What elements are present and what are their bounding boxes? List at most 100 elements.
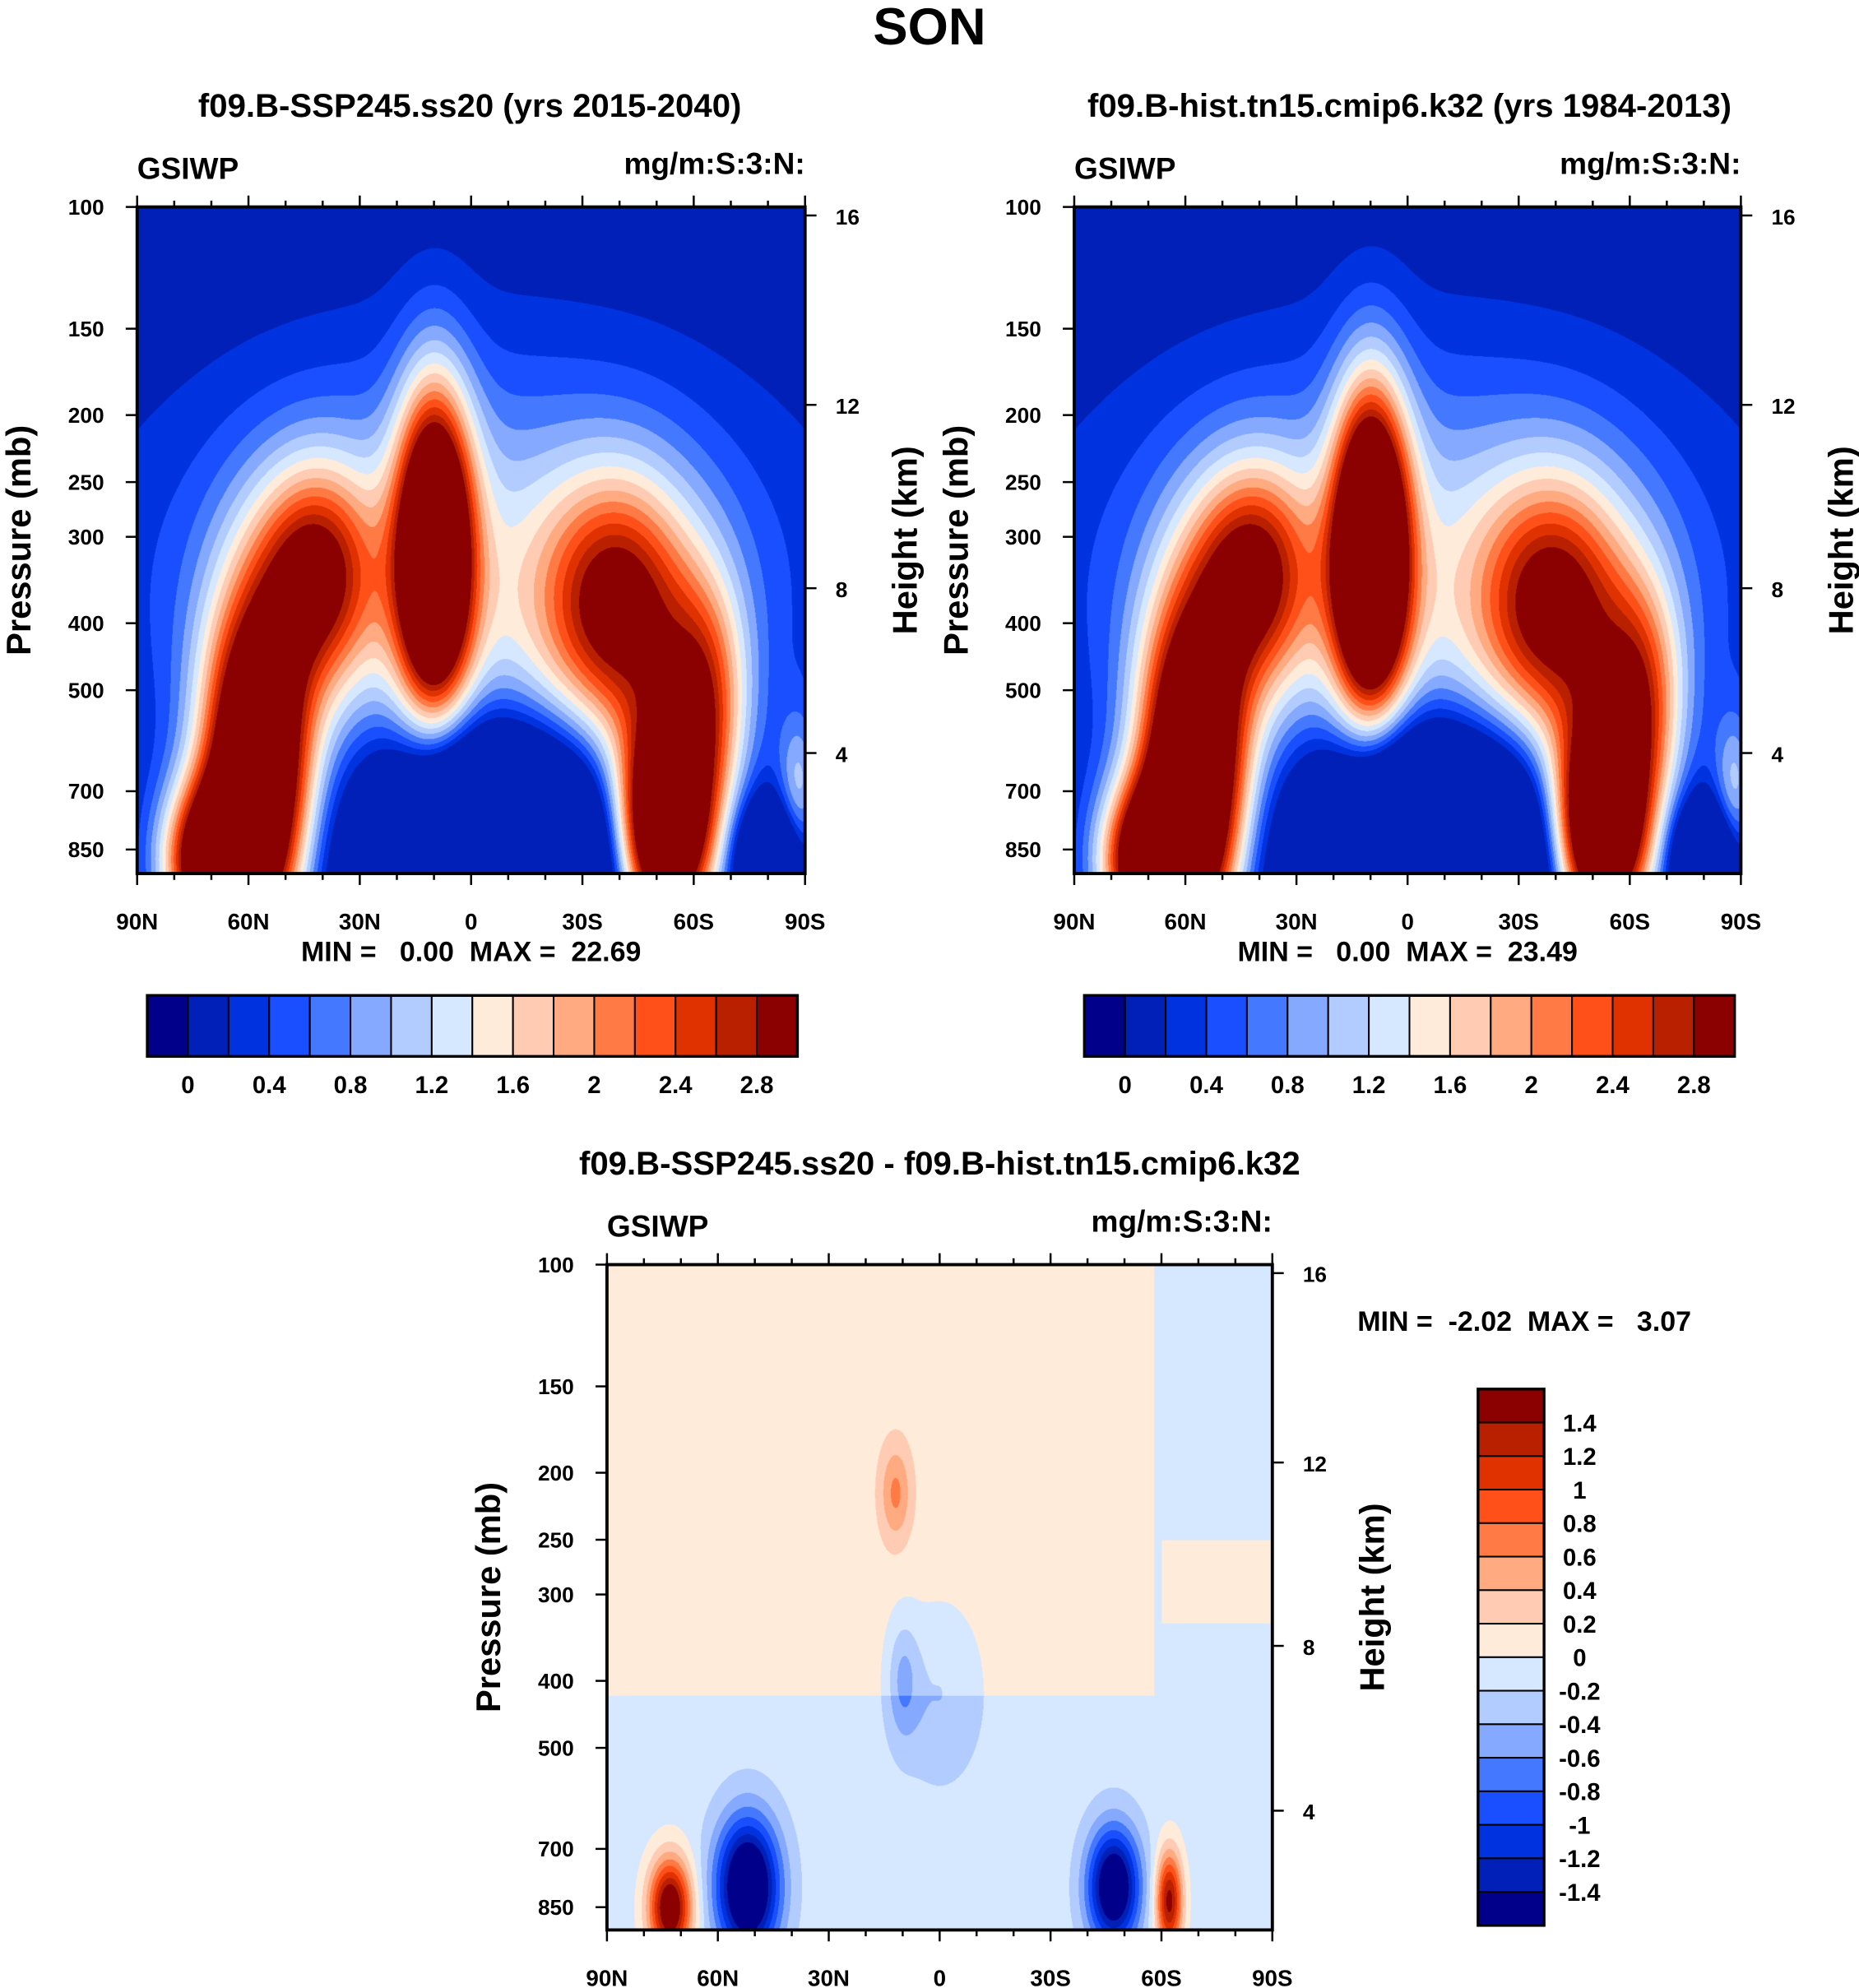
panel-1-colorbar-label: 1.6 xyxy=(496,1072,530,1099)
panel-3-colorbar-label: 1 xyxy=(1573,1477,1586,1504)
panel-1-y-tick-label: 250 xyxy=(68,470,104,494)
panel-2-contour-field xyxy=(1073,206,1741,874)
panel-1-colorbar-frame xyxy=(146,994,800,1059)
panel-1-colorbar-box xyxy=(756,994,799,1058)
panel-3-colorbar-box xyxy=(1477,1790,1546,1826)
panel-1-x-tick-label: 90N xyxy=(116,909,158,934)
panel-3-colorbar-box xyxy=(1477,1522,1546,1558)
panel-3-contour-field xyxy=(606,1264,1273,1930)
panel-3-y-axis-label: Pressure (mb) xyxy=(469,1482,508,1712)
panel-2-colorbar-label: 2.8 xyxy=(1677,1072,1711,1099)
panel-1-x-tick-label: 90S xyxy=(785,909,825,934)
panel-3-colorbar-label: 1.4 xyxy=(1563,1410,1597,1437)
panel-3-colorbar-label: 0 xyxy=(1573,1645,1586,1672)
panel-1-y2-tick-label: 4 xyxy=(836,742,848,767)
panel-3-colorbar-label: 1.2 xyxy=(1563,1444,1597,1471)
panel-2-y2-tick-label: 16 xyxy=(1771,205,1795,229)
panel-2-variable: GSIWP xyxy=(1073,152,1176,187)
panel-1-colorbar-label: 2.4 xyxy=(659,1072,693,1099)
panel-2-x-tick-label: 30S xyxy=(1499,909,1539,934)
panel-1-colorbar-label: 2 xyxy=(587,1072,600,1099)
panel-3-colorbar-box xyxy=(1477,1891,1546,1926)
panel-1-colorbar-label: 0.4 xyxy=(253,1072,286,1099)
panel-1-y-tick-label: 700 xyxy=(68,779,104,804)
panel-3-colorbar-label: 0.4 xyxy=(1563,1578,1597,1605)
panel-1-units: mg/m:S:3:N: xyxy=(624,147,805,182)
panel-2-x-tick-label: 30N xyxy=(1276,909,1318,934)
panel-2-colorbar-box xyxy=(1124,994,1167,1058)
panel-2-y2-tick-label: 4 xyxy=(1771,742,1783,767)
panel-3-y-tick-label: 700 xyxy=(538,1837,574,1861)
panel-2-x-tick-label: 90N xyxy=(1054,909,1096,934)
panel-1-colorbar-box xyxy=(512,994,555,1058)
panel-1-colorbar-box xyxy=(390,994,433,1058)
panel-3-plot-frame xyxy=(605,1263,1274,1932)
panel-3-title: f09.B-SSP245.ss20 - f09.B-hist.tn15.cmip… xyxy=(578,1143,1300,1183)
panel-2-colorbar-label: 2 xyxy=(1525,1072,1538,1099)
panel-3-colorbar-label: -0.4 xyxy=(1559,1712,1601,1739)
panel-2-y2-tick-label: 8 xyxy=(1771,577,1783,602)
panel-3-y-tick-label: 300 xyxy=(538,1583,574,1607)
panel-1-y-tick-label: 200 xyxy=(68,403,104,428)
panel-3-units: mg/m:S:3:N: xyxy=(1091,1204,1273,1240)
panel-3-colorbar-box xyxy=(1477,1757,1546,1792)
panel-2-y-tick-label: 400 xyxy=(1005,611,1041,636)
panel-2-y-tick-label: 300 xyxy=(1005,525,1041,549)
panel-2-title: f09.B-hist.tn15.cmip6.k32 (yrs 1984-2013… xyxy=(1087,86,1732,125)
panel-2-x-tick-label: 60S xyxy=(1610,909,1650,934)
panel-1-colorbar-box xyxy=(593,994,636,1058)
panel-1-x-tick-label: 0 xyxy=(465,909,477,934)
panel-2-colorbar-label: 1.6 xyxy=(1434,1072,1467,1099)
panel-2-x-tick-label: 60N xyxy=(1165,909,1207,934)
panel-2-x-tick-label: 0 xyxy=(1401,909,1413,934)
panel-1-y-axis-label: Pressure (mb) xyxy=(0,425,38,656)
panel-1-colorbar-label: 0.8 xyxy=(334,1072,368,1099)
panel-3-colorbar-label: 0.8 xyxy=(1563,1511,1597,1538)
panel-1-y-tick-label: 500 xyxy=(68,678,104,702)
panel-3-colorbar-label: 0.6 xyxy=(1563,1544,1597,1571)
panel-3-colorbar-label: -1 xyxy=(1569,1812,1590,1839)
panel-3-x-tick-label: 60N xyxy=(697,1965,739,1988)
panel-3-colorbar-box xyxy=(1477,1388,1546,1424)
panel-1-colorbar-label: 1.2 xyxy=(415,1072,448,1099)
panel-2-y-axis-label: Pressure (mb) xyxy=(936,425,975,656)
panel-1-y-tick-label: 400 xyxy=(68,611,104,636)
panel-3-x-tick-label: 90S xyxy=(1252,1965,1292,1988)
panel-3-colorbar-box xyxy=(1477,1455,1546,1491)
panel-2-y-tick-label: 250 xyxy=(1005,470,1041,494)
panel-3-x-tick-label: 90N xyxy=(586,1965,628,1988)
panel-3-colorbar-frame xyxy=(1477,1388,1546,1927)
panel-1-min-max: MIN = 0.00 MAX = 22.69 xyxy=(301,935,642,968)
panel-1-y-tick-label: 850 xyxy=(68,837,104,862)
panel-1-x-tick-label: 60S xyxy=(674,909,714,934)
panel-2-colorbar-box xyxy=(1286,994,1329,1058)
panel-3-colorbar-box xyxy=(1477,1823,1546,1860)
panel-3-colorbar-box xyxy=(1477,1857,1546,1893)
panel-3-y-tick-label: 850 xyxy=(538,1895,574,1920)
panel-1-y-tick-label: 100 xyxy=(68,195,104,220)
panel-2-y-tick-label: 500 xyxy=(1005,678,1041,702)
panel-2-colorbar-label: 0.4 xyxy=(1189,1072,1223,1099)
panel-2-colorbar-label: 0.8 xyxy=(1271,1072,1305,1099)
panel-3-y2-tick-label: 16 xyxy=(1303,1263,1327,1287)
panel-3-colorbar-box xyxy=(1477,1421,1546,1457)
panel-1-y2-tick-label: 12 xyxy=(836,394,860,419)
panel-3-colorbar-box xyxy=(1477,1723,1546,1759)
panel-2-colorbar-label: 1.2 xyxy=(1352,1072,1386,1099)
panel-3-colorbar-box xyxy=(1477,1623,1546,1658)
panel-2-units: mg/m:S:3:N: xyxy=(1560,147,1741,182)
panel-3-y-tick-label: 250 xyxy=(538,1527,574,1552)
panel-3-colorbar-label: 0.2 xyxy=(1563,1611,1597,1638)
panel-2-colorbar-label: 0 xyxy=(1119,1072,1132,1099)
panel-2-y-tick-label: 850 xyxy=(1005,837,1041,862)
panel-3-colorbar-label: -0.8 xyxy=(1559,1779,1601,1806)
panel-3-x-tick-label: 30N xyxy=(808,1965,850,1988)
panel-2-min-max: MIN = 0.00 MAX = 23.49 xyxy=(1237,935,1578,968)
panel-1-y2-tick-label: 8 xyxy=(836,577,848,602)
panel-3-y2-tick-label: 12 xyxy=(1303,1452,1327,1476)
panel-1-y2-axis-label: Height (km) xyxy=(886,446,925,634)
panel-3-y2-tick-label: 4 xyxy=(1303,1800,1315,1824)
